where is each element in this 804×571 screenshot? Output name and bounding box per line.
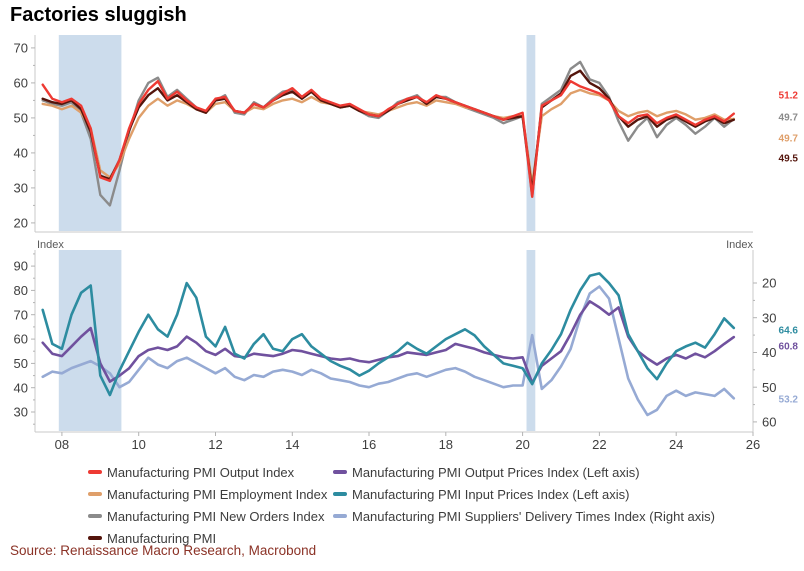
input_prices-legend-swatch (333, 492, 347, 496)
series-line-input_prices (41, 272, 736, 397)
employment-legend-swatch (88, 492, 102, 496)
x-axis-tick-label: 22 (592, 437, 606, 452)
legend-item: Manufacturing PMI Suppliers' Delivery Ti… (333, 505, 715, 527)
top-panel: 20 30 40 50 60 70 51.2 49.7 49.7 49.5 (14, 35, 799, 233)
output-legend-swatch (88, 470, 102, 474)
right-y-axis-tick-label: 40 (762, 345, 776, 360)
new_orders-legend-swatch (88, 514, 102, 518)
y-axis-tick-label: 20 (14, 215, 28, 230)
legend-item: Manufacturing PMI New Orders Index (88, 505, 333, 527)
y-axis-tick-label: 60 (14, 332, 28, 347)
legend-left-column: Manufacturing PMI Output Index Manufactur… (88, 461, 333, 549)
y-axis-tick-label: 50 (14, 110, 28, 125)
y-axis-tick-label: 60 (14, 75, 28, 90)
y-axis-tick-label: 50 (14, 356, 28, 371)
delivery-legend-swatch (333, 514, 347, 518)
legend-item: Manufacturing PMI (88, 527, 333, 549)
end-value-label-employment: 49.7 (779, 134, 799, 145)
x-axis-tick-label: 24 (669, 437, 683, 452)
end-value-label-pmi: 49.5 (779, 154, 799, 165)
x-axis-tick-label: 08 (55, 437, 69, 452)
y-axis-tick-label: 30 (14, 180, 28, 195)
y-axis-tick-label: 40 (14, 380, 28, 395)
left-axis-unit-label: Index (37, 239, 64, 251)
right-y-axis-tick-label: 50 (762, 380, 776, 395)
legend-label: Manufacturing PMI Suppliers' Delivery Ti… (352, 508, 716, 524)
legend-label: Manufacturing PMI (107, 530, 217, 546)
legend-label: Manufacturing PMI Input Prices Index (Le… (352, 486, 630, 502)
legend-label: Manufacturing PMI Output Prices Index (L… (352, 464, 640, 480)
legend-item: Manufacturing PMI Employment Index (88, 483, 333, 505)
x-axis-tick-label: 14 (285, 437, 299, 452)
legend-label: Manufacturing PMI Employment Index (107, 486, 328, 502)
legend-item: Manufacturing PMI Output Prices Index (L… (333, 461, 715, 483)
end-value-label-output: 51.2 (779, 91, 799, 102)
legend-item: Manufacturing PMI Input Prices Index (Le… (333, 483, 715, 505)
right-y-axis-tick-label: 30 (762, 310, 776, 325)
series-line-output_prices (41, 300, 736, 385)
chart-title: Factories sluggish (10, 4, 187, 26)
x-axis-tick-label: 16 (362, 437, 376, 452)
right-axis-unit-label: Index (726, 239, 753, 251)
source-attribution: Source: Renaissance Macro Research, Macr… (10, 543, 317, 558)
end-value-label-input_prices: 64.6 (779, 326, 799, 337)
y-axis-tick-label: 30 (14, 405, 28, 420)
series-line-delivery (41, 285, 736, 417)
y-axis-tick-label: 40 (14, 145, 28, 160)
legend-label: Manufacturing PMI New Orders Index (107, 508, 325, 524)
legend-item: Manufacturing PMI Output Index (88, 461, 333, 483)
right-y-axis-tick-label: 60 (762, 414, 776, 429)
end-value-label-new_orders: 49.7 (779, 113, 799, 124)
x-axis-tick-label: 20 (515, 437, 529, 452)
y-axis-tick-label: 70 (14, 40, 28, 55)
x-axis-tick-label: 10 (131, 437, 145, 452)
x-axis-tick-label: 26 (746, 437, 760, 452)
legend-right-column: Manufacturing PMI Output Prices Index (L… (333, 461, 715, 549)
end-value-label-output_prices: 60.8 (779, 342, 799, 353)
legend: Manufacturing PMI Output Index Manufactur… (88, 461, 715, 549)
legend-label: Manufacturing PMI Output Index (107, 464, 295, 480)
bottom-panel: 30 40 50 60 70 80 90 20 30 40 50 60 08 10 12 14 16 18 20 22… (14, 250, 799, 452)
end-value-label-delivery: 53.2 (779, 395, 799, 406)
y-axis-tick-label: 70 (14, 307, 28, 322)
y-axis-tick-label: 90 (14, 259, 28, 274)
recession-band (526, 35, 536, 231)
series-line-output (41, 80, 735, 198)
output_prices-legend-swatch (333, 470, 347, 474)
y-axis-tick-label: 80 (14, 283, 28, 298)
right-y-axis-tick-label: 20 (762, 276, 776, 291)
recession-band (58, 250, 122, 431)
x-axis-tick-label: 12 (208, 437, 222, 452)
series-line-new_orders (41, 60, 735, 207)
x-axis-tick-label: 18 (439, 437, 453, 452)
pmi-legend-swatch (88, 536, 102, 540)
